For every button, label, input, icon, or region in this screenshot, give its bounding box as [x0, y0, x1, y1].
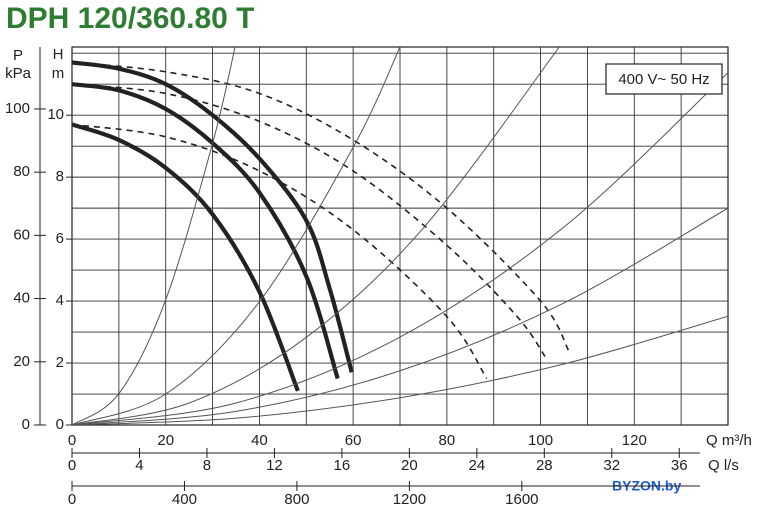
- y-tick-label: 10: [47, 106, 64, 123]
- y2-tick-label: 100: [5, 100, 30, 117]
- x-tick-label: 0: [68, 432, 76, 449]
- x3-tick-label: 800: [284, 491, 309, 508]
- x-axis-label: Q m³/h: [706, 432, 752, 449]
- y2-tick-label: 0: [22, 416, 30, 433]
- x-tick-label: 80: [439, 432, 456, 449]
- y2-tick-label: 20: [13, 353, 30, 370]
- x2-axis-label: Q l/s: [708, 457, 739, 474]
- y2-tick-label: 40: [13, 290, 30, 307]
- y-tick-label: 6: [56, 230, 64, 247]
- x2-tick-label: 24: [468, 457, 485, 474]
- annotation: 400 V~ 50 Hz: [618, 71, 709, 88]
- x2-tick-label: 12: [266, 457, 283, 474]
- curve: [72, 83, 546, 358]
- x2-tick-label: 32: [603, 457, 620, 474]
- x2-tick-label: 16: [334, 457, 351, 474]
- x2-tick-label: 0: [68, 457, 76, 474]
- curve: [72, 60, 354, 373]
- y2-axis-label: kPa: [5, 65, 32, 82]
- y2-tick-label: 60: [13, 226, 30, 243]
- x-tick-label: 20: [157, 432, 174, 449]
- curve: [72, 72, 728, 425]
- y-tick-label: 2: [56, 354, 64, 371]
- y-axis-label: m: [52, 65, 65, 82]
- x3-tick-label: 1200: [393, 491, 426, 508]
- x-tick-label: 40: [251, 432, 268, 449]
- x-tick-label: 120: [622, 432, 647, 449]
- y-tick-label: 4: [56, 292, 64, 309]
- curve: [72, 123, 488, 379]
- chart-title: DPH 120/360.80 T: [6, 2, 254, 35]
- x3-tick-label: 0: [68, 491, 76, 508]
- y2-tick-label: 80: [13, 163, 30, 180]
- curve: [72, 207, 728, 425]
- x2-tick-label: 20: [401, 457, 418, 474]
- x-tick-label: 100: [528, 432, 553, 449]
- x2-tick-label: 28: [536, 457, 553, 474]
- curve: [72, 47, 401, 425]
- y-tick-label: 8: [56, 168, 64, 185]
- x2-tick-label: 4: [135, 457, 143, 474]
- curve: [72, 82, 340, 380]
- curve: [72, 61, 570, 352]
- curve: [72, 315, 728, 425]
- y-tick-label: 0: [56, 416, 64, 433]
- curve: [72, 47, 236, 425]
- y2-axis-label: P: [13, 47, 23, 64]
- curve: [72, 47, 560, 425]
- x-tick-label: 60: [345, 432, 362, 449]
- y-axis-label: H: [53, 46, 64, 63]
- x3-tick-label: 400: [172, 491, 197, 508]
- annotation-box: [605, 63, 723, 95]
- curve: [72, 122, 300, 392]
- x2-tick-label: 8: [203, 457, 211, 474]
- x2-tick-label: 36: [671, 457, 688, 474]
- x3-tick-label: 1600: [505, 491, 538, 508]
